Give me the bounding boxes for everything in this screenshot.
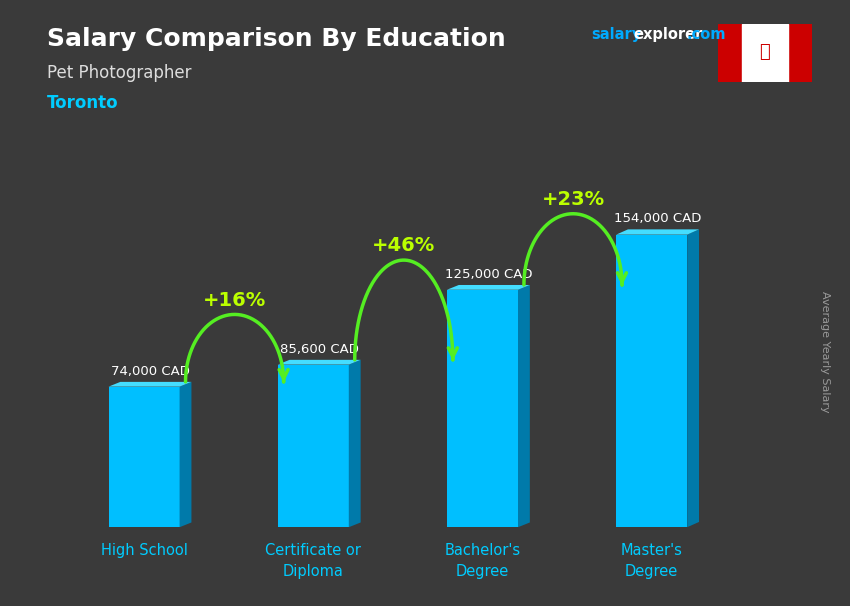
Polygon shape — [447, 285, 530, 290]
Polygon shape — [518, 285, 530, 527]
Text: 74,000 CAD: 74,000 CAD — [110, 365, 190, 378]
Polygon shape — [348, 360, 360, 527]
Text: 🍁: 🍁 — [760, 44, 770, 61]
Text: salary: salary — [591, 27, 641, 42]
Text: Pet Photographer: Pet Photographer — [47, 64, 191, 82]
Text: 154,000 CAD: 154,000 CAD — [614, 212, 701, 225]
Text: Average Yearly Salary: Average Yearly Salary — [820, 291, 830, 412]
Polygon shape — [788, 24, 812, 82]
Text: Salary Comparison By Education: Salary Comparison By Education — [47, 27, 506, 52]
Text: +16%: +16% — [203, 291, 266, 310]
Polygon shape — [718, 24, 741, 82]
Polygon shape — [616, 235, 687, 527]
Text: 85,600 CAD: 85,600 CAD — [280, 342, 359, 356]
Polygon shape — [447, 290, 518, 527]
Polygon shape — [179, 382, 191, 527]
Text: +23%: +23% — [541, 190, 604, 209]
Text: .com: .com — [687, 27, 726, 42]
Polygon shape — [109, 382, 191, 387]
Text: +46%: +46% — [372, 236, 435, 255]
Text: Toronto: Toronto — [47, 94, 118, 112]
Polygon shape — [741, 24, 788, 82]
Polygon shape — [278, 365, 348, 527]
Polygon shape — [687, 229, 699, 527]
Polygon shape — [109, 387, 179, 527]
Text: explorer: explorer — [633, 27, 703, 42]
Polygon shape — [616, 229, 699, 235]
Polygon shape — [278, 360, 360, 365]
Text: 125,000 CAD: 125,000 CAD — [445, 268, 532, 281]
